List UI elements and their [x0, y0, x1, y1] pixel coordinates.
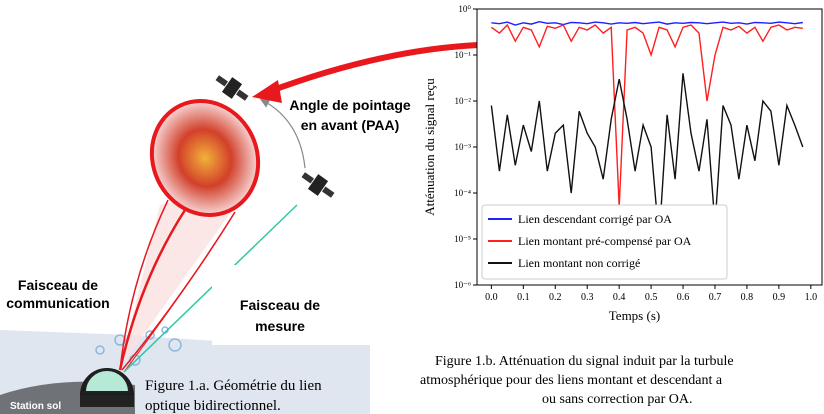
caption: atmosphérique pour des liens montant et …	[420, 373, 723, 388]
y-tick-label: 10⁻¹	[455, 50, 472, 60]
x-tick-label: 0.4	[613, 292, 626, 303]
series-line	[491, 20, 803, 26]
legend-label: Lien montant non corrigé	[518, 256, 640, 270]
legend-label: Lien descendant corrigé par OA	[518, 212, 672, 226]
caption: Figure 1.b. Atténuation du signal induit…	[435, 354, 734, 369]
label: communication	[6, 295, 109, 311]
x-tick-label: 0.2	[549, 292, 562, 303]
caption: Figure 1.a. Géométrie du lien	[145, 378, 322, 394]
y-tick-label: 10⁻⁵	[454, 234, 471, 244]
chart: 10⁰ 10⁻¹ 10⁻² 10⁻³ 10⁻⁴ 10⁻⁵ 10⁻⁶ 0.0 0.1 0.2 0.3 0…	[422, 4, 823, 323]
label: en avant (PAA)	[301, 117, 400, 133]
series-line	[490, 73, 804, 240]
y-axis-label: Atténuation du signal reçu	[422, 78, 437, 216]
x-tick-label: 0.0	[485, 292, 498, 303]
x-tick-label: 0.7	[709, 292, 722, 303]
series-line	[490, 23, 803, 207]
y-tick-label: 10⁻²	[455, 96, 472, 106]
x-tick-label: 0.5	[645, 292, 658, 303]
label: Faisceau de	[18, 277, 98, 293]
y-tick-label: 10⁰	[458, 4, 471, 14]
x-tick-label: 0.3	[581, 292, 594, 303]
legend-label: Lien montant pré-compensé par OA	[518, 234, 692, 248]
legend	[481, 204, 728, 280]
label: Station sol	[10, 401, 61, 412]
x-tick-label: 1.0	[805, 292, 818, 303]
caption: optique bidirectionnel.	[145, 398, 281, 414]
x-tick-label: 0.1	[517, 292, 530, 303]
y-tick-label: 10⁻⁶	[454, 280, 471, 290]
x-tick-label: 0.9	[773, 292, 786, 303]
x-tick-label: 0.8	[741, 292, 754, 303]
x-axis-label: Temps (s)	[609, 308, 660, 323]
label: mesure	[255, 318, 305, 334]
diagram: Faisceau de communication Faisceau de me…	[0, 42, 479, 414]
y-tick-label: 10⁻⁴	[454, 188, 471, 198]
y-tick-label: 10⁻³	[455, 142, 472, 152]
caption: ou sans correction par OA.	[542, 392, 692, 407]
x-tick-label: 0.6	[677, 292, 690, 303]
label: Faisceau de	[240, 297, 320, 313]
label: Angle de pointage	[289, 97, 411, 113]
